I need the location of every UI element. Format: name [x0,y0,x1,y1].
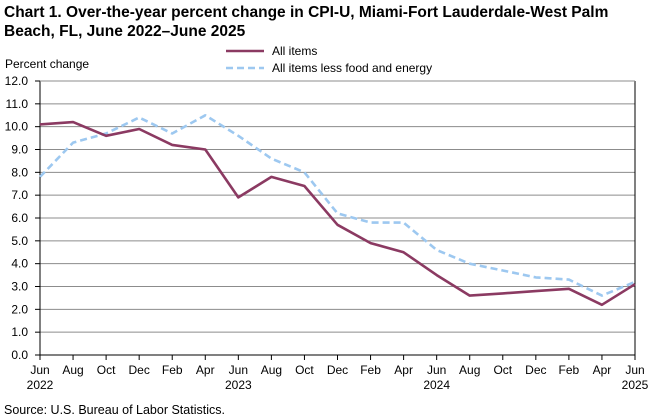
y-tick-label: 4.0 [11,257,28,271]
gridlines [40,80,635,333]
x-tick-label: Oct [97,363,116,377]
x-year-label: 2025 [622,378,649,392]
x-tick-label: Dec [327,363,348,377]
axes: 0.0 1.0 2.0 3.0 4.0 5.0 6.0 7.0 8.0 9.0 10.0 11.0 12… [5,74,649,392]
x-tick-label: Apr [196,363,215,377]
y-tick-label: 2.0 [11,302,28,316]
source-note: Source: U.S. Bureau of Labor Statistics. [4,403,225,417]
x-tick-label: Aug [459,363,480,377]
y-tick-label: 8.0 [11,165,28,179]
series-line-all-items [39,120,636,307]
x-tick-label: Jun [625,363,644,377]
y-tick-label: 5.0 [11,234,28,248]
x-tick-label: Aug [62,363,83,377]
series-line-all-items-less-food-and-energy [39,114,636,297]
x-tick-label: Dec [128,363,149,377]
y-tick-label: 10.0 [5,120,29,134]
series-lines [39,114,636,307]
x-tick-label: Apr [593,363,612,377]
legend-label: All items less food and energy [272,61,432,75]
x-tick-label: Oct [295,363,314,377]
x-tick-label: Aug [261,363,282,377]
x-tick-label: Jun [229,363,248,377]
x-tick-label: Feb [559,363,580,377]
y-tick-label: 3.0 [11,280,28,294]
x-tick-label: Jun [30,363,49,377]
y-axis-label: Percent change [5,57,89,71]
y-tick-label: 0.0 [11,348,28,362]
x-tick-label: Oct [493,363,512,377]
chart-title: Chart 1. Over-the-year percent change in… [4,3,659,41]
x-year-label: 2024 [423,378,450,392]
chart-title-line-1: Chart 1. Over-the-year percent change in… [4,4,609,21]
legend: All items All items less food and energy [226,44,432,75]
y-tick-label: 1.0 [11,325,28,339]
y-tick-label: 7.0 [11,188,28,202]
x-tick-label: Feb [360,363,381,377]
x-year-label: 2022 [27,378,54,392]
x-tick-label: Apr [394,363,413,377]
y-tick-label: 9.0 [11,143,28,157]
x-tick-label: Jun [427,363,446,377]
y-tick-label: 6.0 [11,211,28,225]
legend-label: All items [272,44,317,58]
x-tick-label: Dec [525,363,546,377]
chart-title-line-2: Beach, FL, June 2022–June 2025 [4,23,246,40]
y-tick-label: 11.0 [6,97,29,111]
x-tick-label: Feb [162,363,183,377]
x-year-label: 2023 [225,378,252,392]
y-tick-label: 12.0 [5,74,29,88]
